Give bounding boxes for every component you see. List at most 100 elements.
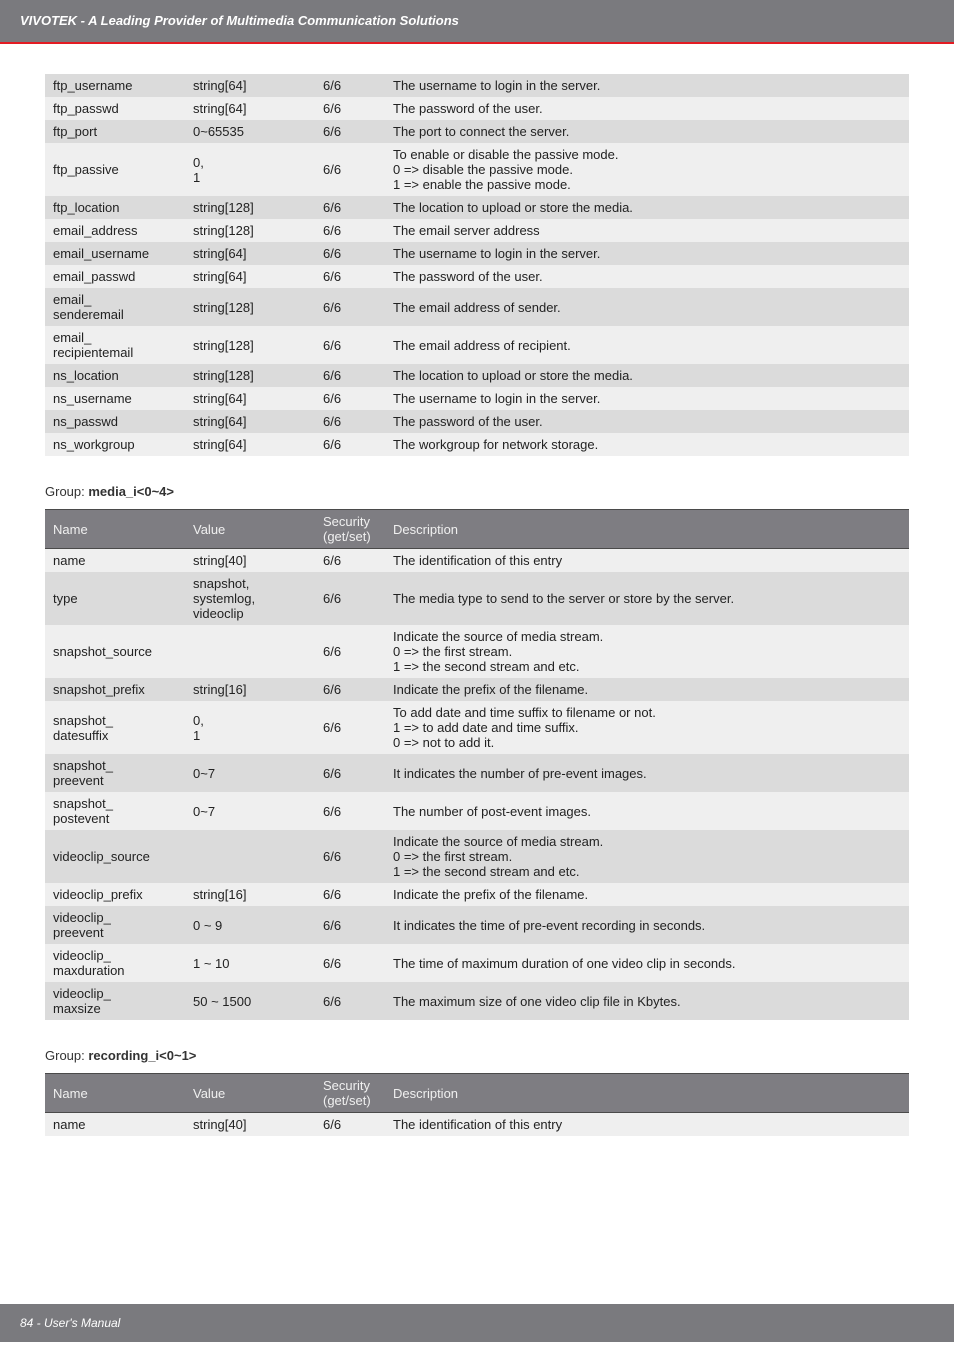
table-row: email_usernamestring[64]6/6The username … <box>45 242 909 265</box>
table-cell: email_username <box>45 242 185 265</box>
table-header-cell: Value <box>185 1074 315 1113</box>
table-row: email_recipientemailstring[128]6/6The em… <box>45 326 909 364</box>
table-cell: string[128] <box>185 326 315 364</box>
table-cell <box>185 625 315 678</box>
table-header-row: NameValueSecurity(get/set)Description <box>45 1074 909 1113</box>
table-cell: string[128] <box>185 288 315 326</box>
group-prefix: Group: <box>45 1048 88 1063</box>
table-cell: 6/6 <box>315 830 385 883</box>
table-cell: 6/6 <box>315 1113 385 1137</box>
table-cell: 6/6 <box>315 326 385 364</box>
table-media: NameValueSecurity(get/set)Descriptionnam… <box>45 509 909 1020</box>
table-cell: 6/6 <box>315 433 385 456</box>
table-row: namestring[40]6/6The identification of t… <box>45 549 909 573</box>
table-cell: ftp_username <box>45 74 185 97</box>
table-cell: 6/6 <box>315 883 385 906</box>
table-cell: 6/6 <box>315 754 385 792</box>
table-cell: 0,1 <box>185 701 315 754</box>
table-cell: The password of the user. <box>385 265 909 288</box>
table-cell: It indicates the number of pre-event ima… <box>385 754 909 792</box>
table-cell: email_address <box>45 219 185 242</box>
table-row: videoclip_maxsize50 ~ 15006/6The maximum… <box>45 982 909 1020</box>
table-cell: string[128] <box>185 364 315 387</box>
table-cell: The password of the user. <box>385 410 909 433</box>
group-prefix: Group: <box>45 484 88 499</box>
table-cell: string[64] <box>185 97 315 120</box>
table-row: videoclip_preevent0 ~ 96/6It indicates t… <box>45 906 909 944</box>
table-cell: email_recipientemail <box>45 326 185 364</box>
table-cell: The identification of this entry <box>385 1113 909 1137</box>
group-name: recording_i<0~1> <box>88 1048 196 1063</box>
table-cell: name <box>45 1113 185 1137</box>
table-header-cell: Value <box>185 510 315 549</box>
page-footer-band: 84 - User's Manual <box>0 1304 954 1342</box>
table-row: snapshot_preevent0~76/6It indicates the … <box>45 754 909 792</box>
table-cell: ns_location <box>45 364 185 387</box>
table-row: snapshot_postevent0~76/6The number of po… <box>45 792 909 830</box>
table-cell: ftp_passive <box>45 143 185 196</box>
table-cell: snapshot_postevent <box>45 792 185 830</box>
table-cell: 0 ~ 9 <box>185 906 315 944</box>
table-cell: 1 ~ 10 <box>185 944 315 982</box>
table-row: videoclip_maxduration1 ~ 106/6The time o… <box>45 944 909 982</box>
table-cell: 6/6 <box>315 219 385 242</box>
table-header-cell: Name <box>45 510 185 549</box>
table-cell: It indicates the time of pre-event recor… <box>385 906 909 944</box>
table-cell: 6/6 <box>315 792 385 830</box>
table-cell: ftp_port <box>45 120 185 143</box>
table-cell: 6/6 <box>315 549 385 573</box>
table-cell: 6/6 <box>315 97 385 120</box>
table-cell: 0~65535 <box>185 120 315 143</box>
table-cell: snapshot_prefix <box>45 678 185 701</box>
table-server-params: ftp_usernamestring[64]6/6The username to… <box>45 74 909 456</box>
table-cell: string[64] <box>185 74 315 97</box>
table-cell: 6/6 <box>315 906 385 944</box>
table-row: ftp_passwdstring[64]6/6The password of t… <box>45 97 909 120</box>
table-row: videoclip_source6/6Indicate the source o… <box>45 830 909 883</box>
group-name: media_i<0~4> <box>88 484 174 499</box>
table-cell: ns_username <box>45 387 185 410</box>
table-cell: type <box>45 572 185 625</box>
table-row: videoclip_prefixstring[16]6/6Indicate th… <box>45 883 909 906</box>
table-cell: snapshot_preevent <box>45 754 185 792</box>
table-cell: The media type to send to the server or … <box>385 572 909 625</box>
table-header-cell: Description <box>385 510 909 549</box>
table-cell: email_passwd <box>45 265 185 288</box>
table-cell: To enable or disable the passive mode.0 … <box>385 143 909 196</box>
table-cell: 6/6 <box>315 944 385 982</box>
table-row: email_addressstring[128]6/6The email ser… <box>45 219 909 242</box>
table-row: ns_locationstring[128]6/6The location to… <box>45 364 909 387</box>
table-cell: 6/6 <box>315 74 385 97</box>
table-cell: string[16] <box>185 883 315 906</box>
table-cell: videoclip_maxduration <box>45 944 185 982</box>
table-header-cell: Security(get/set) <box>315 1074 385 1113</box>
table-cell: string[128] <box>185 196 315 219</box>
table-row: ns_passwdstring[64]6/6The password of th… <box>45 410 909 433</box>
table-header-row: NameValueSecurity(get/set)Description <box>45 510 909 549</box>
table-cell: 6/6 <box>315 387 385 410</box>
table-cell: The workgroup for network storage. <box>385 433 909 456</box>
table-cell: The password of the user. <box>385 97 909 120</box>
table-row: ftp_usernamestring[64]6/6The username to… <box>45 74 909 97</box>
table-row: snapshot_datesuffix0,16/6To add date and… <box>45 701 909 754</box>
group-label-media: Group: media_i<0~4> <box>45 484 909 499</box>
table-cell: ns_passwd <box>45 410 185 433</box>
table-row: ftp_locationstring[128]6/6The location t… <box>45 196 909 219</box>
table-cell: 6/6 <box>315 265 385 288</box>
table-cell: Indicate the prefix of the filename. <box>385 883 909 906</box>
table-cell: Indicate the prefix of the filename. <box>385 678 909 701</box>
table-row: ftp_passive0,16/6To enable or disable th… <box>45 143 909 196</box>
table-cell: ftp_location <box>45 196 185 219</box>
table-cell: 6/6 <box>315 143 385 196</box>
table-cell: 0,1 <box>185 143 315 196</box>
table-cell: The location to upload or store the medi… <box>385 196 909 219</box>
table-row: email_senderemailstring[128]6/6The email… <box>45 288 909 326</box>
table-cell: ftp_passwd <box>45 97 185 120</box>
page-header-band: VIVOTEK - A Leading Provider of Multimed… <box>0 0 954 44</box>
page-header-title: VIVOTEK - A Leading Provider of Multimed… <box>20 13 459 28</box>
table-cell: string[64] <box>185 387 315 410</box>
table-cell: snapshot_source <box>45 625 185 678</box>
table-cell: The time of maximum duration of one vide… <box>385 944 909 982</box>
table-cell: 6/6 <box>315 364 385 387</box>
table-row: ns_usernamestring[64]6/6The username to … <box>45 387 909 410</box>
